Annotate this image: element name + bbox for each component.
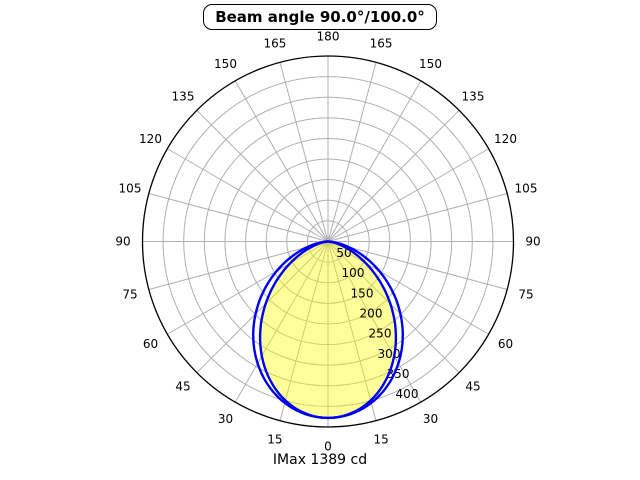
outer-ring xyxy=(141,55,515,428)
angle-tick-label: 45 xyxy=(175,380,190,394)
beam-area-beam-90deg xyxy=(260,241,396,418)
angle-gridline xyxy=(279,62,329,242)
radius-gridline xyxy=(224,137,432,346)
angle-gridline xyxy=(327,80,422,242)
radius-gridline xyxy=(203,117,453,366)
radius-gridline xyxy=(265,179,391,304)
angle-gridline xyxy=(327,193,508,242)
angle-gridline xyxy=(196,241,329,374)
imax-caption: IMax 1389 cd xyxy=(272,452,368,468)
angle-gridline xyxy=(327,241,489,335)
angle-gridline xyxy=(148,241,329,290)
radius-gridline xyxy=(245,158,411,325)
beam-curve-beam-100deg xyxy=(252,240,404,420)
angle-gridline xyxy=(196,109,329,242)
angle-tick-label: 165 xyxy=(263,37,286,51)
angle-tick-label: 30 xyxy=(218,412,233,426)
polar-grid xyxy=(141,55,515,428)
angle-tick-label: 30 xyxy=(423,412,438,426)
angle-tick-label: 90 xyxy=(115,235,130,249)
radius-gridline xyxy=(306,220,350,263)
angle-tick-label: 90 xyxy=(525,235,540,249)
angle-gridline xyxy=(327,241,460,374)
angle-tick-label: 165 xyxy=(370,37,393,51)
angle-tick-label: 150 xyxy=(419,57,442,71)
radius-gridline xyxy=(162,76,494,407)
angle-gridline xyxy=(148,193,329,242)
angle-tick-label: 150 xyxy=(214,57,237,71)
angle-gridline xyxy=(327,241,377,421)
angle-tick-label: 135 xyxy=(172,90,195,104)
radius-gridline xyxy=(183,96,473,387)
r-tick-label: 150 xyxy=(351,286,374,300)
angle-tick-label: 60 xyxy=(143,337,158,351)
angle-gridline xyxy=(327,241,508,290)
beam-curves xyxy=(252,240,404,420)
angle-gridline xyxy=(234,80,329,242)
angle-tick-label: 45 xyxy=(465,380,480,394)
r-tick-label: 300 xyxy=(378,347,401,361)
r-tick-label: 250 xyxy=(369,327,392,341)
angle-gridline xyxy=(327,241,422,403)
angle-tick-label: 75 xyxy=(122,288,137,302)
angle-tick-label: 105 xyxy=(119,181,142,195)
angle-tick-label: 120 xyxy=(139,132,162,146)
angle-tick-label: 120 xyxy=(494,132,517,146)
angle-tick-label: 75 xyxy=(518,288,533,302)
angle-tick-label: 15 xyxy=(373,433,388,447)
angle-gridline xyxy=(327,109,460,242)
r-tick-label: 400 xyxy=(396,387,419,401)
r-tick-label: 200 xyxy=(360,307,383,321)
angle-gridline xyxy=(279,241,329,421)
beam-fill-layer xyxy=(260,241,396,418)
angle-gridline xyxy=(327,148,489,242)
angle-tick-label: 0 xyxy=(324,440,332,454)
angle-tick-label: 180 xyxy=(317,30,340,44)
angle-gridline xyxy=(327,62,377,242)
angle-gridline xyxy=(234,241,329,403)
angle-tick-label: 135 xyxy=(462,90,485,104)
angle-gridline xyxy=(167,241,329,335)
chart-title: Beam angle 90.0°/100.0° xyxy=(203,4,437,31)
angle-tick-label: 15 xyxy=(267,433,282,447)
chart-title-wrap: Beam angle 90.0°/100.0° xyxy=(0,4,640,31)
radius-gridline xyxy=(286,199,370,284)
r-tick-label: 100 xyxy=(342,266,365,280)
angle-tick-label: 105 xyxy=(515,181,538,195)
angle-tick-label: 60 xyxy=(498,337,513,351)
angle-gridline xyxy=(167,148,329,242)
